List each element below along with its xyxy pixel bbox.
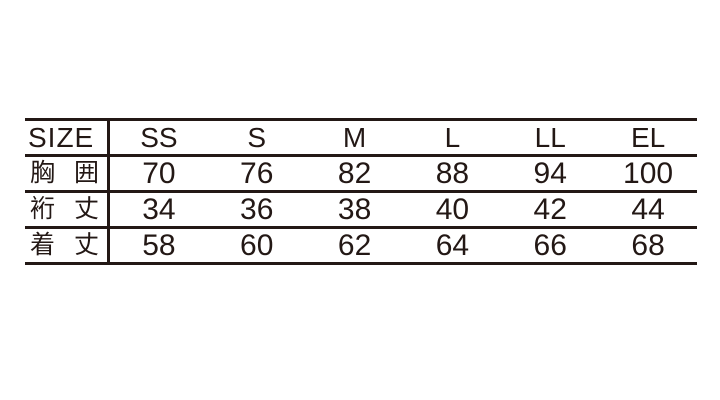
size-chart-table: SIZE SS S M L LL EL 胸 囲 70 76 82 88 94 1… [25, 118, 697, 265]
cell-chest-ll: 94 [501, 157, 600, 193]
row-label-char: 裄 [30, 195, 56, 223]
column-header-ll: LL [501, 121, 600, 157]
cell-chest-el: 100 [599, 157, 697, 193]
row-label-char: 囲 [73, 159, 99, 187]
row-label-char: 着 [30, 231, 56, 259]
cell-chest-m: 82 [305, 157, 404, 193]
cell-sleeve-s: 36 [207, 193, 306, 229]
row-label-char: 胸 [30, 159, 56, 187]
row-label-chest: 胸 囲 [25, 157, 110, 193]
column-header-m: M [305, 121, 404, 157]
cell-sleeve-ll: 42 [501, 193, 600, 229]
cell-sleeve-l: 40 [403, 193, 502, 229]
cell-chest-s: 76 [207, 157, 306, 193]
cell-sleeve-ss: 34 [110, 193, 208, 229]
column-header-s: S [207, 121, 306, 157]
column-header-ss: SS [110, 121, 208, 157]
cell-body-length-el: 68 [599, 229, 697, 265]
row-label-char: 丈 [73, 231, 99, 259]
cell-body-length-m: 62 [305, 229, 404, 265]
cell-body-length-s: 60 [207, 229, 306, 265]
cell-body-length-ss: 58 [110, 229, 208, 265]
cell-body-length-ll: 66 [501, 229, 600, 265]
cell-chest-l: 88 [403, 157, 502, 193]
row-label-char: 丈 [73, 195, 99, 223]
column-header-el: EL [599, 121, 697, 157]
cell-sleeve-el: 44 [599, 193, 697, 229]
column-header-l: L [403, 121, 502, 157]
size-header-label: SIZE [25, 121, 110, 157]
cell-chest-ss: 70 [110, 157, 208, 193]
row-label-sleeve: 裄 丈 [25, 193, 110, 229]
cell-sleeve-m: 38 [305, 193, 404, 229]
row-label-body-length: 着 丈 [25, 229, 110, 265]
cell-body-length-l: 64 [403, 229, 502, 265]
